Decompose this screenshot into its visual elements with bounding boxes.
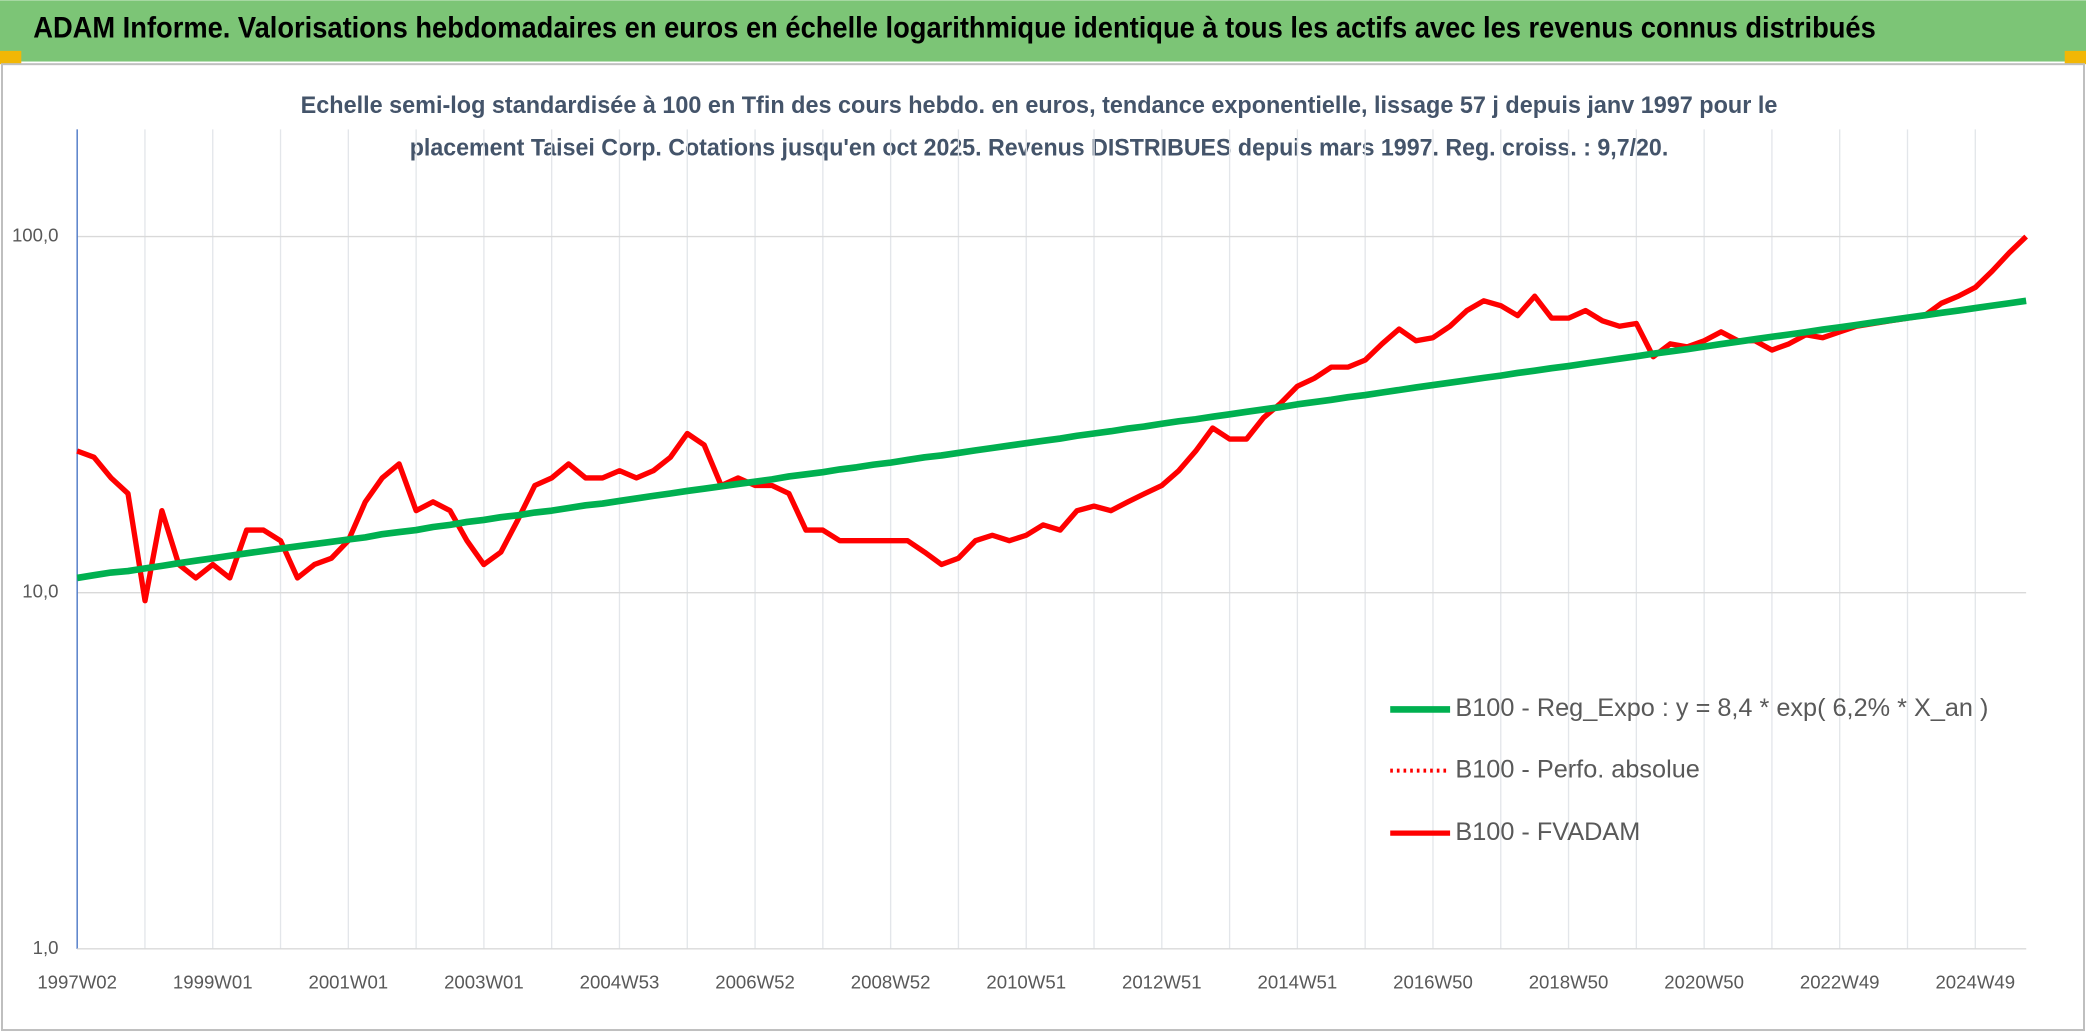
series-line <box>76 297 2027 582</box>
legend-label: B100 - FVADAM <box>1455 818 1640 846</box>
chart-subtitle: placement Taisei Corp. Cotations jusqu'e… <box>410 135 1669 162</box>
x-tick-label: 2016W50 <box>1393 971 1473 992</box>
x-tick-label: 2008W52 <box>851 971 931 992</box>
header-bar <box>0 0 2086 62</box>
frame <box>0 63 2086 1032</box>
x-tick-label: 2006W52 <box>715 971 795 992</box>
x-tick-label: 1999W01 <box>173 971 253 992</box>
corner <box>0 50 22 65</box>
x-tick-label: 2020W50 <box>1664 971 1744 992</box>
y-tick-label: 100,0 <box>12 224 59 245</box>
x-tick-label: 2024W49 <box>1935 971 2015 992</box>
chart-subtitle: Echelle semi-log standardisée à 100 en T… <box>301 92 1778 119</box>
y-tick-label: 10,0 <box>22 581 58 602</box>
x-tick-label: 2022W49 <box>1800 971 1880 992</box>
x-tick-label: 1997W02 <box>37 971 117 992</box>
x-tick-label: 2012W51 <box>1122 971 1202 992</box>
x-tick-label: 2003W01 <box>444 971 524 992</box>
legend-label: B100 - Perfo. absolue <box>1455 755 1699 783</box>
legend-label: B100 - Reg_Expo : y = 8,4 * exp( 6,2% * … <box>1455 694 1988 722</box>
chart-title: ADAM Informe. Valorisations hebdomadaire… <box>33 12 1876 44</box>
x-tick-label: 2018W50 <box>1529 971 1609 992</box>
x-tick-label: 2010W51 <box>986 971 1066 992</box>
corner <box>2064 50 2086 65</box>
x-tick-label: 2014W51 <box>1258 971 1338 992</box>
y-tick-label: 1,0 <box>33 937 59 958</box>
series-line <box>76 234 2028 604</box>
x-tick-label: 2004W53 <box>580 971 660 992</box>
x-tick-label: 2001W01 <box>308 971 388 992</box>
